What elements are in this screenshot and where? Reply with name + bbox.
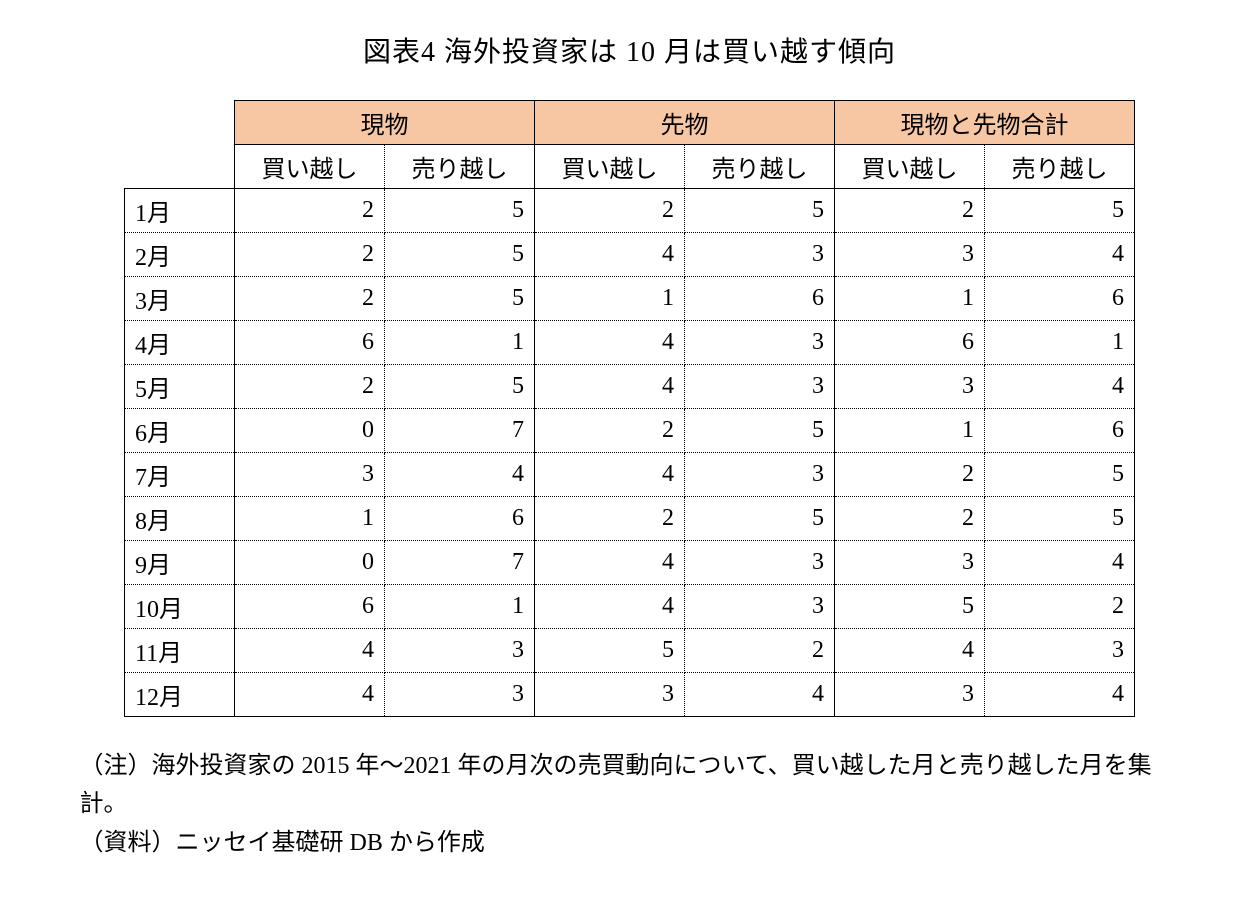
table-cell: 5 — [685, 497, 835, 541]
table-cell: 2 — [535, 189, 685, 233]
table-cell: 5 — [385, 365, 535, 409]
row-label-month: 4月 — [125, 321, 235, 365]
subheader-urikoshi: 売り越し — [685, 145, 835, 189]
table-cell: 5 — [385, 277, 535, 321]
row-label-month: 6月 — [125, 409, 235, 453]
table-cell: 2 — [685, 629, 835, 673]
subheader-kaikoshi: 買い越し — [235, 145, 385, 189]
table-cell: 4 — [535, 453, 685, 497]
table-cell: 4 — [535, 541, 685, 585]
table-cell: 4 — [535, 233, 685, 277]
investor-table: 現物 先物 現物と先物合計 買い越し売り越し買い越し売り越し買い越し売り越し 1… — [124, 100, 1135, 717]
figure-title: 図表4 海外投資家は 10 月は買い越す傾向 — [70, 30, 1189, 70]
table-cell: 4 — [235, 629, 385, 673]
table-cell: 6 — [685, 277, 835, 321]
table-cell: 2 — [835, 189, 985, 233]
table-cell: 7 — [385, 409, 535, 453]
table-cell: 4 — [235, 673, 385, 717]
table-cell: 5 — [985, 497, 1135, 541]
table-cell: 2 — [835, 453, 985, 497]
table-cell: 2 — [235, 233, 385, 277]
row-label-month: 12月 — [125, 673, 235, 717]
note-line-2: （資料）ニッセイ基礎研 DB から作成 — [80, 824, 1180, 862]
table-cell: 6 — [985, 277, 1135, 321]
table-cell: 6 — [235, 321, 385, 365]
table-cell: 3 — [235, 453, 385, 497]
table-cell: 1 — [535, 277, 685, 321]
table-cell: 3 — [385, 629, 535, 673]
table-cell: 3 — [685, 585, 835, 629]
row-label-month: 3月 — [125, 277, 235, 321]
table-cell: 4 — [535, 321, 685, 365]
table-cell: 2 — [835, 497, 985, 541]
table-cell: 3 — [385, 673, 535, 717]
row-label-month: 10月 — [125, 585, 235, 629]
subheader-urikoshi: 売り越し — [985, 145, 1135, 189]
table-cell: 1 — [835, 409, 985, 453]
table-cell: 4 — [385, 453, 535, 497]
table-cell: 4 — [535, 365, 685, 409]
table-cell: 5 — [985, 189, 1135, 233]
table-cell: 0 — [235, 409, 385, 453]
table-cell: 3 — [985, 629, 1135, 673]
table-cell: 1 — [235, 497, 385, 541]
table-cell: 2 — [535, 497, 685, 541]
table-cell: 3 — [685, 321, 835, 365]
row-label-month: 5月 — [125, 365, 235, 409]
table-cell: 4 — [685, 673, 835, 717]
table-cell: 6 — [985, 409, 1135, 453]
subheader-kaikoshi: 買い越し — [535, 145, 685, 189]
table-cell: 4 — [985, 673, 1135, 717]
row-label-month: 8月 — [125, 497, 235, 541]
table-cell: 5 — [535, 629, 685, 673]
table-cell: 4 — [985, 365, 1135, 409]
table-cell: 3 — [535, 673, 685, 717]
table-cell: 7 — [385, 541, 535, 585]
header-corner-blank — [125, 101, 235, 189]
note-line-1: （注）海外投資家の 2015 年～2021 年の月次の売買動向について、買い越し… — [80, 747, 1180, 824]
col-group-genbutsu: 現物 — [235, 101, 535, 145]
table-cell: 4 — [985, 233, 1135, 277]
table-cell: 1 — [385, 321, 535, 365]
table-cell: 3 — [835, 233, 985, 277]
table-cell: 5 — [685, 409, 835, 453]
table-cell: 2 — [235, 189, 385, 233]
col-group-sakimono: 先物 — [535, 101, 835, 145]
table-cell: 0 — [235, 541, 385, 585]
table-cell: 1 — [835, 277, 985, 321]
table-cell: 5 — [685, 189, 835, 233]
table-cell: 3 — [835, 541, 985, 585]
table-cell: 2 — [235, 365, 385, 409]
row-label-month: 9月 — [125, 541, 235, 585]
table-cell: 2 — [235, 277, 385, 321]
subheader-urikoshi: 売り越し — [385, 145, 535, 189]
row-label-month: 11月 — [125, 629, 235, 673]
col-group-goukei: 現物と先物合計 — [835, 101, 1135, 145]
table-cell: 2 — [985, 585, 1135, 629]
table-cell: 3 — [835, 673, 985, 717]
table-cell: 4 — [985, 541, 1135, 585]
table-cell: 3 — [685, 365, 835, 409]
table-cell: 2 — [535, 409, 685, 453]
table-cell: 4 — [835, 629, 985, 673]
table-cell: 6 — [385, 497, 535, 541]
table-cell: 5 — [985, 453, 1135, 497]
row-label-month: 2月 — [125, 233, 235, 277]
table-cell: 5 — [835, 585, 985, 629]
row-label-month: 7月 — [125, 453, 235, 497]
table-cell: 6 — [235, 585, 385, 629]
table-cell: 5 — [385, 189, 535, 233]
table-cell: 1 — [385, 585, 535, 629]
subheader-kaikoshi: 買い越し — [835, 145, 985, 189]
table-cell: 1 — [985, 321, 1135, 365]
table-cell: 6 — [835, 321, 985, 365]
table-cell: 3 — [835, 365, 985, 409]
table-cell: 5 — [385, 233, 535, 277]
table-cell: 3 — [685, 541, 835, 585]
table-cell: 3 — [685, 233, 835, 277]
row-label-month: 1月 — [125, 189, 235, 233]
table-cell: 3 — [685, 453, 835, 497]
table-cell: 4 — [535, 585, 685, 629]
figure-notes: （注）海外投資家の 2015 年～2021 年の月次の売買動向について、買い越し… — [80, 747, 1180, 862]
